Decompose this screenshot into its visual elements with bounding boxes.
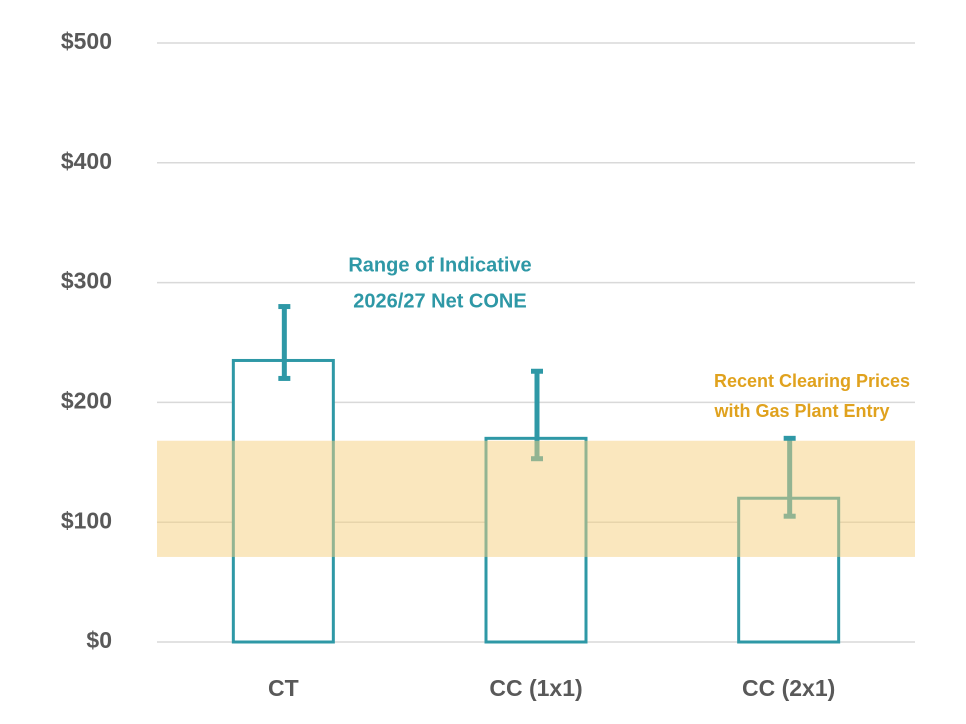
annotation: Range of Indicative [348,254,531,276]
y-tick-label: $400 [61,148,112,174]
clearing-price-band [157,440,915,557]
y-tick-label: $500 [61,28,112,54]
y-tick-label: $200 [61,387,112,413]
y-tick-label: $100 [61,507,112,533]
annotation: with Gas Plant Entry [713,401,889,421]
y-tick-label: $0 [86,627,112,653]
annotation: Recent Clearing Prices [714,371,910,391]
x-tick-label: CC (1x1) [489,675,582,701]
x-tick-label: CC (2x1) [742,675,835,701]
annotation: 2026/27 Net CONE [353,290,526,312]
x-tick-label: CT [268,675,299,701]
y-tick-label: $300 [61,268,112,294]
